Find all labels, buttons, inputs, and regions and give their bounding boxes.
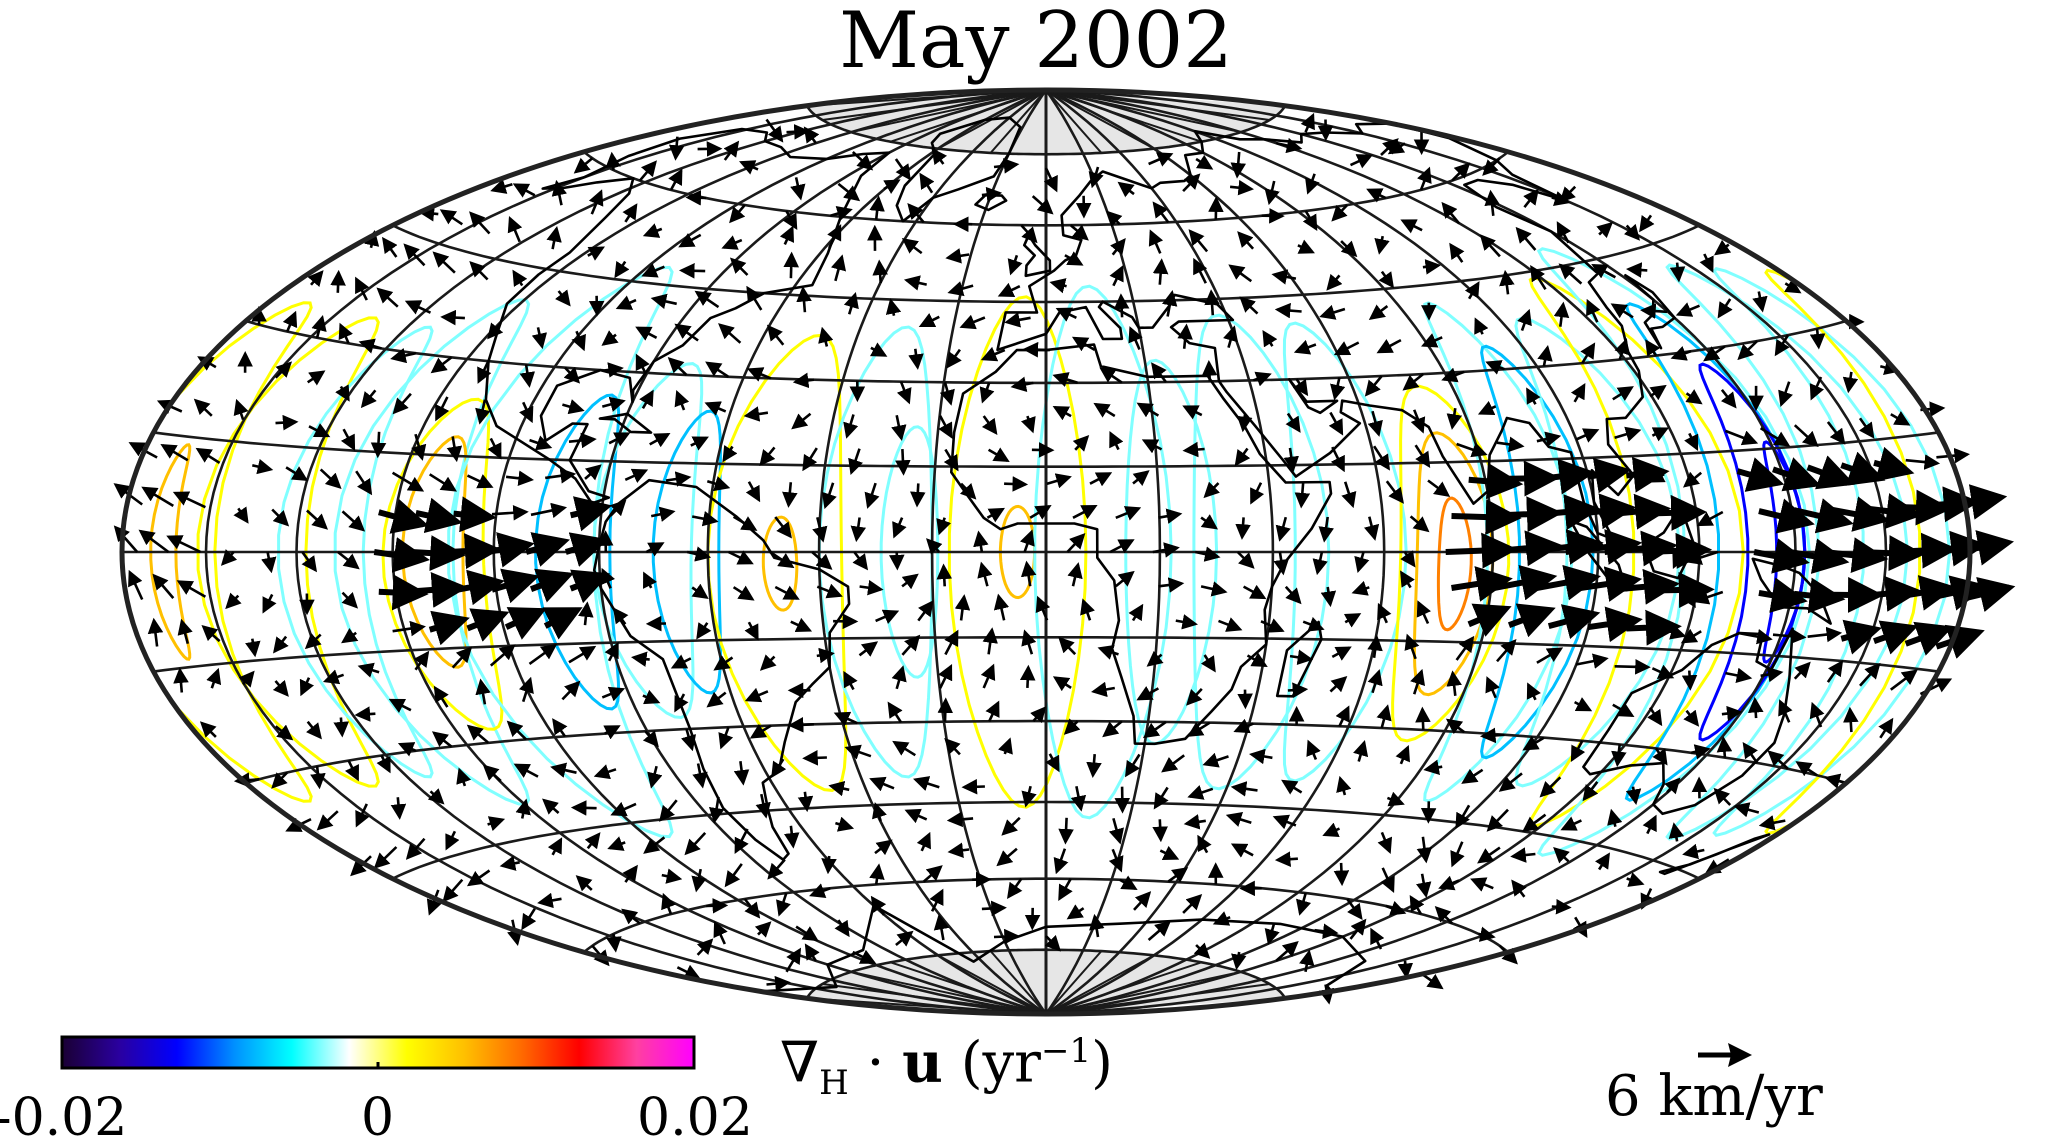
flow-arrow: [964, 787, 985, 788]
flow-arrow: [1185, 449, 1205, 451]
nabla-subscript: H: [819, 1063, 849, 1103]
flow-arrow: [378, 432, 379, 456]
flow-arrow: [612, 154, 614, 170]
flow-arrow: [1027, 667, 1028, 688]
colorbar-max-label: 0.02: [637, 1088, 753, 1148]
flow-arrow: [1850, 709, 1851, 732]
flow-arrow: [791, 254, 792, 278]
flow-arrow: [357, 714, 375, 715]
flow-arrow: [1242, 517, 1244, 537]
flow-arrow: [1093, 754, 1095, 775]
flow-arrow: [897, 552, 898, 568]
flow-arrow: [1629, 269, 1648, 270]
flow-arrow: [1422, 709, 1423, 730]
flow-arrow: [1615, 666, 1649, 667]
flow-arrow: [1817, 329, 1819, 347]
flow-arrow: [1643, 310, 1667, 312]
flow-arrow: [1689, 671, 1690, 689]
nabla-symbol: ∇: [780, 1031, 819, 1096]
flow-arrow: [454, 514, 491, 518]
flow-arrow: [574, 808, 597, 809]
flow-arrow: [1626, 472, 1663, 476]
flow-arrow: [1626, 627, 1676, 629]
flow-arrow: [1648, 512, 1701, 513]
dot-operator: ·: [849, 1031, 902, 1096]
flow-arrow: [879, 262, 880, 283]
flow-arrow: [1288, 689, 1306, 690]
flow-arrow: [790, 724, 814, 725]
flow-arrow: [1211, 292, 1213, 315]
flow-arrow: [1677, 263, 1679, 280]
flow-arrow: [828, 856, 829, 872]
flow-arrow: [982, 908, 1004, 909]
flow-arrow: [1066, 818, 1067, 842]
flow-arrow: [1209, 363, 1210, 382]
colorbar-min-label: -0.02: [0, 1088, 127, 1148]
flow-arrow: [1121, 296, 1122, 317]
flow-arrow: [1278, 859, 1298, 860]
colorbar-quantity-label: ∇H · u (yr−1): [780, 1016, 1113, 1118]
flow-arrow: [994, 936, 1017, 937]
scale-label: 6 km/yr: [1605, 1062, 1823, 1132]
flow-arrow: [787, 131, 808, 132]
flow-arrow: [917, 483, 918, 505]
flow-arrow: [341, 718, 342, 735]
colorbar-mid-label: 0: [361, 1088, 394, 1148]
flow-arrow: [1648, 590, 1708, 591]
flow-arrow: [1160, 819, 1161, 839]
flow-arrow: [1341, 863, 1342, 884]
flow-arrow: [443, 317, 465, 318]
flow-arrow: [1755, 700, 1756, 719]
unit-close: ): [1091, 1031, 1113, 1096]
flow-arrow: [805, 758, 827, 759]
flow-arrow: [1004, 484, 1025, 485]
unit-open: (yr: [943, 1031, 1041, 1096]
flow-arrow: [1552, 907, 1569, 908]
flow-arrow: [902, 449, 903, 473]
flow-arrow: [1405, 961, 1407, 977]
flow-arrow: [276, 422, 296, 423]
flow-arrow: [1483, 735, 1505, 736]
flow-arrow: [676, 137, 678, 159]
flow-arrow: [1724, 739, 1725, 758]
flow-arrow: [706, 905, 725, 906]
flow-arrow: [398, 797, 400, 817]
flow-arrow: [1643, 550, 1706, 552]
flow-arrow: [1509, 478, 1554, 479]
velocity-symbol: u: [902, 1030, 943, 1096]
flow-arrow: [1025, 349, 1050, 350]
flow-arrow: [1160, 261, 1162, 285]
flow-arrow: [945, 700, 946, 722]
flow-arrow: [682, 271, 706, 272]
flow-arrow: [688, 197, 706, 198]
flow-arrow: [338, 273, 339, 293]
flow-arrow: [944, 566, 945, 586]
flow-arrow: [1423, 265, 1439, 267]
unit-exponent: −1: [1041, 1031, 1091, 1071]
